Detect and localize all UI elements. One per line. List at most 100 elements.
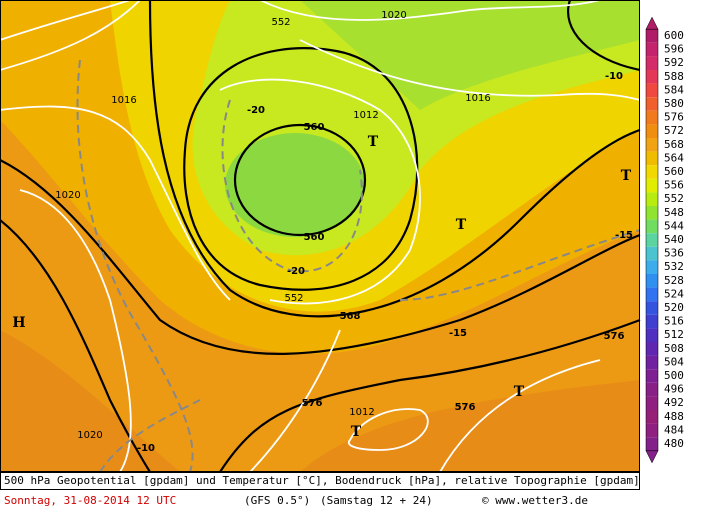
legend-label: 500	[664, 369, 684, 382]
legend-swatch	[646, 410, 658, 424]
legend-label: 584	[664, 83, 684, 96]
legend-label: 504	[664, 355, 684, 368]
contour-label: 560	[304, 232, 325, 243]
legend-label: 540	[664, 233, 684, 246]
legend-swatch	[646, 260, 658, 274]
legend-label: 548	[664, 206, 684, 219]
isohypses	[0, 0, 641, 473]
legend-label: 600	[664, 29, 684, 42]
legend-swatch	[646, 124, 658, 138]
temperature-label: -15	[449, 328, 467, 339]
legend-swatch	[646, 423, 658, 438]
map-frame	[0, 0, 640, 472]
caption-line: 500 hPa Geopotential [gpdam] und Tempera…	[4, 474, 640, 487]
low-marker: T	[514, 384, 525, 400]
pressure-label: 1016	[465, 93, 490, 104]
legend-swatch	[646, 287, 658, 302]
high-marker: H	[12, 315, 25, 331]
pressure-label: 1020	[77, 430, 102, 441]
legend-label: 520	[664, 301, 684, 314]
legend-label: 564	[664, 151, 684, 164]
temperature-label: -20	[247, 105, 265, 116]
legend-swatch	[646, 219, 658, 234]
legend-label: 544	[664, 219, 684, 232]
legend-label: 508	[664, 342, 684, 355]
caption-credit: © www.wetter3.de	[482, 494, 588, 507]
legend-label: 516	[664, 315, 684, 328]
legend-label: 556	[664, 179, 684, 192]
legend-label: 512	[664, 328, 684, 341]
legend-swatch	[646, 328, 658, 342]
contour-label: 568	[340, 311, 361, 322]
legend-swatch	[646, 29, 658, 43]
legend-swatch	[646, 314, 658, 329]
legend-swatch	[646, 301, 658, 315]
legend-label: 596	[664, 43, 684, 56]
legend-swatch	[646, 97, 658, 111]
low-marker: T	[351, 424, 362, 440]
legend-swatch	[646, 437, 658, 451]
legend-swatch	[646, 396, 658, 410]
caption-model: (GFS 0.5°)	[244, 494, 310, 507]
legend-swatch	[646, 138, 658, 152]
caption-run: (Samstag 12 + 24)	[320, 494, 433, 507]
contour-label: 576	[455, 402, 476, 413]
legend-arrow-bottom	[645, 450, 659, 464]
temperature-label: -10	[605, 71, 623, 82]
legend-swatch	[646, 178, 658, 193]
color-legend: 6005965925885845805765725685645605565525…	[645, 16, 684, 464]
legend-label: 536	[664, 247, 684, 260]
legend-label: 492	[664, 396, 684, 409]
legend-swatch	[646, 70, 658, 84]
legend-swatch	[646, 342, 658, 356]
legend-label: 528	[664, 274, 684, 287]
topography-label: 552	[284, 293, 303, 304]
legend-label: 580	[664, 97, 684, 110]
legend-swatch	[646, 233, 658, 247]
legend-swatch	[646, 42, 658, 57]
isotherms	[76, 59, 641, 473]
legend-label: 532	[664, 260, 684, 273]
map-field	[0, 0, 640, 472]
temperature-label: -20	[287, 266, 305, 277]
caption-date: Sonntag, 31-08-2014 12 UTC	[4, 494, 176, 507]
legend-arrow-top	[645, 16, 659, 30]
legend-label: 552	[664, 192, 684, 205]
legend-label: 572	[664, 124, 684, 137]
legend-label: 592	[664, 56, 684, 69]
legend-swatch	[646, 56, 658, 70]
pressure-label: 1012	[353, 110, 378, 121]
legend-swatch	[646, 110, 658, 125]
legend-swatch	[646, 151, 658, 166]
legend-label: 488	[664, 410, 684, 423]
low-marker: T	[368, 134, 379, 150]
pressure-label: 1020	[381, 10, 406, 21]
legend-label: 480	[664, 437, 684, 450]
low-marker: T	[456, 217, 467, 233]
legend-swatch	[646, 192, 658, 206]
topography-label: 552	[271, 17, 290, 28]
legend-swatch	[646, 355, 658, 370]
legend-label: 496	[664, 383, 684, 396]
legend-label: 484	[664, 423, 684, 436]
legend-swatch	[646, 83, 658, 98]
legend-label: 588	[664, 70, 684, 83]
legend-swatch	[646, 246, 658, 261]
contour-label: 560	[304, 122, 325, 133]
legend-label: 560	[664, 165, 684, 178]
legend-swatch	[646, 382, 658, 397]
legend-label: 576	[664, 111, 684, 124]
temperature-label: -10	[137, 443, 155, 454]
legend-swatch	[646, 274, 658, 288]
low-marker: T	[621, 168, 632, 184]
map-labels: 560 560 568 576 576 576 1012 1016 1016 1…	[12, 10, 633, 454]
temperature-label: -15	[615, 230, 633, 241]
pressure-label: 1016	[111, 95, 136, 106]
pressure-label: 1020	[55, 190, 80, 201]
legend-frame	[645, 28, 659, 452]
isobars	[0, 0, 641, 473]
contour-label: 576	[302, 398, 323, 409]
legend-label: 568	[664, 138, 684, 151]
